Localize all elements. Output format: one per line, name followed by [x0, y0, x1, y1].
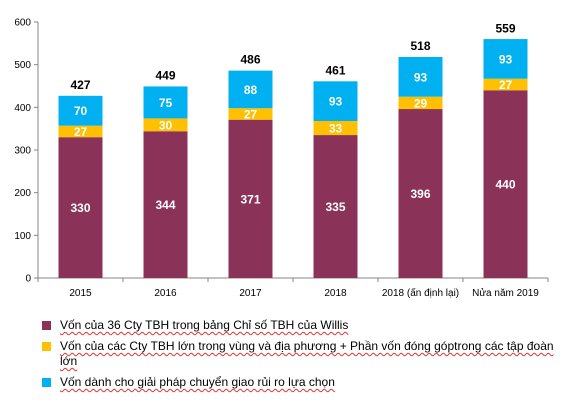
bar-segment	[398, 109, 443, 278]
legend-item: Vốn của 36 Cty TBH trong bảng Chỉ số TBH…	[42, 318, 562, 333]
total-label: 449	[155, 68, 175, 82]
bar-segment	[483, 78, 528, 91]
data-label: 344	[155, 198, 175, 212]
total-label: 461	[325, 63, 345, 77]
data-label: 70	[74, 104, 88, 118]
legend-label: Vốn của các Cty TBH lớn trong vùng và đị…	[60, 339, 554, 368]
x-tick-label: 2018	[324, 288, 347, 299]
data-label: 93	[329, 95, 343, 109]
data-label: 93	[414, 70, 428, 84]
total-label: 427	[70, 78, 90, 92]
legend-swatch	[42, 378, 51, 387]
bar-segment	[143, 118, 188, 132]
legend-item: Vốn dành cho giải pháp chuyển giao rủi r…	[42, 375, 562, 390]
bar-segment	[58, 137, 103, 278]
y-axis: 0 100 200 300 400 500 600	[14, 18, 39, 285]
y-tick-label: 200	[14, 188, 31, 199]
legend-label: Vốn dành cho giải pháp chuyển giao rủi r…	[60, 375, 335, 389]
bar-segment	[398, 56, 443, 97]
bars	[58, 39, 528, 279]
legend-swatch	[42, 321, 51, 330]
stacked-bar-chart: 0 100 200 300 400 500 600 2015 2016 2017 2018 2018…	[14, 18, 549, 299]
bar-segment	[228, 70, 273, 109]
bar-segment	[58, 125, 103, 138]
data-label: 93	[499, 52, 513, 66]
legend-swatch	[42, 342, 51, 351]
y-tick-label: 0	[25, 274, 31, 285]
x-tick-label: Nửa năm 2019	[472, 287, 539, 299]
bar-segment	[58, 95, 103, 126]
data-label: 335	[325, 200, 345, 214]
bar-segment	[228, 108, 273, 120]
data-label: 440	[495, 178, 515, 192]
legend: Vốn của 36 Cty TBH trong bảng Chỉ số TBH…	[42, 318, 562, 396]
data-label: 33	[329, 122, 343, 136]
x-tick-label: 2015	[69, 288, 92, 299]
data-label: 27	[499, 78, 513, 92]
bar-segment	[483, 90, 528, 279]
bar-segment	[483, 39, 528, 79]
data-label: 396	[410, 187, 430, 201]
total-label: 518	[410, 39, 430, 53]
data-label: 88	[244, 83, 258, 97]
data-label: 371	[240, 192, 260, 206]
y-tick-label: 100	[14, 231, 31, 242]
data-labels: 330 27 70 427 344 30 75 449 371 27 88 486 335 33 93 461…	[70, 21, 515, 215]
total-label: 486	[240, 53, 260, 67]
bar-segment	[313, 120, 358, 136]
data-label: 75	[159, 96, 173, 110]
x-tick-label: 2018 (ấn định lại)	[382, 287, 459, 299]
bar-segment	[228, 119, 273, 278]
y-tick-label: 400	[14, 103, 31, 114]
legend-label: Vốn của 36 Cty TBH trong bảng Chỉ số TBH…	[60, 318, 349, 332]
y-tick-label: 300	[14, 146, 31, 157]
data-label: 29	[414, 96, 428, 110]
data-label: 30	[159, 118, 173, 132]
data-label: 27	[244, 107, 258, 121]
x-tick-label: 2017	[239, 288, 262, 299]
x-tick-label: 2016	[154, 288, 177, 299]
total-label: 559	[495, 21, 515, 35]
data-label: 27	[74, 125, 88, 139]
bar-segment	[313, 135, 358, 278]
bar-segment	[143, 86, 188, 119]
bar-segment	[143, 131, 188, 278]
bar-segment	[398, 96, 443, 110]
x-axis: 2015 2016 2017 2018 2018 (ấn định lại) Nửa nă…	[37, 277, 549, 299]
legend-item: Vốn của các Cty TBH lớn trong vùng và đị…	[42, 339, 562, 369]
y-tick-label: 500	[14, 60, 31, 71]
bar-segment	[313, 81, 358, 121]
data-label: 330	[70, 201, 90, 215]
y-tick-label: 600	[14, 18, 31, 29]
